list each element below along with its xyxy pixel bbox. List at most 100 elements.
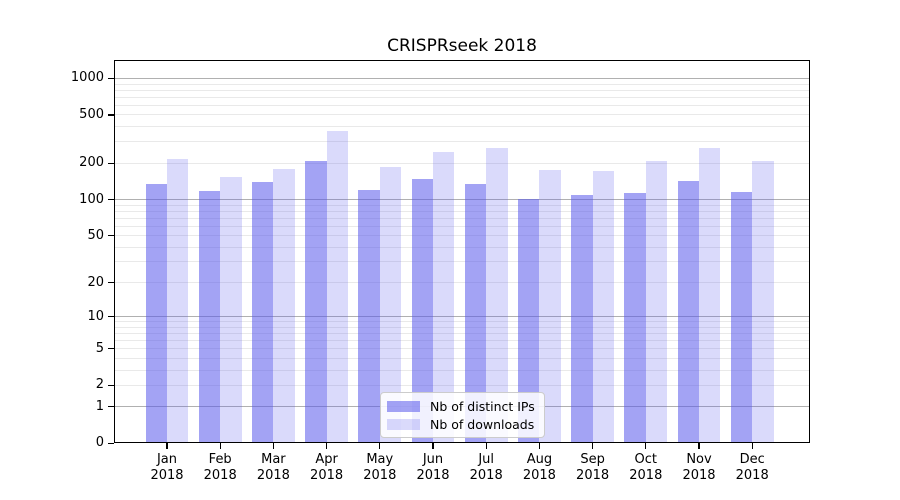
y-tick-label: 5 [95,340,104,356]
grid-line-major [114,316,810,318]
x-tick-mark [485,443,487,450]
x-tick-year: 2018 [310,468,344,484]
grid-line-minor [114,89,810,91]
x-tick-year: 2018 [416,468,450,484]
grid-line-minor [114,321,810,323]
x-tick-year: 2018 [150,468,184,484]
legend-entry: Nb of downloads [387,415,535,433]
x-tick-year: 2018 [629,468,663,484]
y-tick-label: 1 [95,398,104,414]
x-tick-label: Apr 2018 [297,452,357,484]
y-tick-label: 20 [87,274,104,290]
y-tick-label: 200 [79,155,104,171]
bar-downloads [699,148,721,444]
chart-title: CRISPRseek 2018 [387,36,537,56]
bar-distinct-ips [624,193,646,444]
y-tick-label: 50 [87,227,104,243]
grid-line-minor [114,282,810,284]
x-tick-month: Oct [634,452,658,468]
bar-downloads [433,152,455,444]
x-tick-month: Mar [261,452,286,468]
x-tick-month: Nov [686,452,712,468]
bar-distinct-ips [571,194,593,444]
bar-distinct-ips [518,198,540,444]
grid-line-major [114,199,810,201]
bar-downloads [752,161,774,444]
y-tick-label: 100 [79,191,104,207]
grid-line-minor [114,357,810,359]
y-tick-label: 500 [79,106,104,122]
x-tick-label: Dec 2018 [722,452,782,484]
grid-line-major [114,77,810,79]
x-tick-mark [325,443,328,450]
legend: Nb of distinct IPs Nb of downloads [380,392,545,438]
legend-entry: Nb of distinct IPs [387,397,535,415]
bar-downloads [645,161,668,444]
x-tick-label: Jan 2018 [137,452,197,484]
y-tick-label: 1000 [70,70,104,86]
x-tick-mark [591,443,594,450]
grid-line-minor [114,126,810,128]
y-tick-mark [108,162,114,164]
bar-downloads [592,171,614,444]
y-tick-mark [108,198,114,201]
x-tick-label: Feb 2018 [190,452,250,484]
grid-line-minor [114,217,810,219]
grid-line-minor [114,141,810,143]
y-tick-mark [108,281,114,284]
grid-line-minor [114,204,810,206]
x-tick-mark [751,443,753,450]
bar-downloads [326,130,348,444]
grid-line-minor [114,210,810,212]
grid-line-minor [114,261,810,263]
bar-distinct-ips [145,184,167,444]
x-tick-label: Sep 2018 [563,452,623,484]
bar-distinct-ips [677,181,699,444]
x-tick-month: Jun [422,452,444,468]
x-tick-label: Oct 2018 [616,452,676,484]
grid-line-minor [114,225,810,227]
bar-downloads [379,166,402,444]
x-tick-label: May 2018 [350,452,410,484]
grid-line-minor [114,162,810,164]
legend-label: Nb of distinct IPs [430,398,535,414]
x-tick-mark [166,443,168,450]
x-tick-month: Sep [580,452,605,468]
grid-line-minor [114,340,810,342]
x-tick-month: Aug [526,452,553,468]
x-tick-mark [379,443,381,450]
grid-line-minor [114,332,810,334]
x-tick-label: Nov 2018 [669,452,729,484]
bar-downloads [273,169,295,444]
x-tick-mark [219,443,221,450]
x-tick-year: 2018 [203,468,237,484]
x-tick-year: 2018 [363,468,397,484]
grid-line-minor [114,104,810,106]
x-tick-year: 2018 [735,468,769,484]
x-tick-month: Jan [156,452,178,468]
grid-line-minor [114,83,810,85]
bar-distinct-ips [411,178,433,444]
legend-swatch [387,418,420,430]
bar-distinct-ips [305,160,327,444]
y-tick-mark [108,348,114,350]
y-tick-mark [108,235,114,237]
y-tick-mark [108,77,114,80]
bar-distinct-ips [252,181,274,444]
y-tick-mark [108,114,114,116]
grid-line-minor [114,96,810,98]
grid-line-minor [114,114,810,116]
grid-line-minor [114,369,810,371]
y-tick-mark [108,316,114,318]
x-tick-month: Feb [208,452,232,468]
legend-label: Nb of downloads [430,416,535,432]
bar-downloads [539,170,561,444]
x-tick-label: Aug 2018 [509,452,569,484]
y-tick-mark [108,406,114,408]
grid-line-minor [114,348,810,350]
x-tick-month: May [366,452,394,468]
grid-line-minor [114,326,810,328]
bar-downloads [167,158,189,444]
plot-frame [114,60,810,444]
